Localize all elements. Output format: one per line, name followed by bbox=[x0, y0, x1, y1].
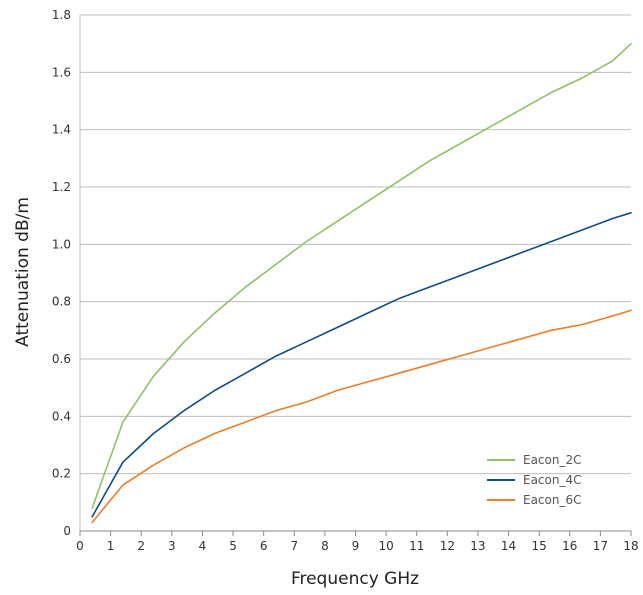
x-tick-label: 13 bbox=[470, 539, 485, 553]
x-tick-label: 7 bbox=[290, 539, 298, 553]
series-lines bbox=[91, 42, 632, 524]
x-tick-label: 11 bbox=[409, 539, 424, 553]
x-tick-label: 2 bbox=[137, 539, 145, 553]
y-axis-title: Attenuation dB/m bbox=[13, 197, 33, 347]
x-tick-label: 14 bbox=[501, 539, 516, 553]
x-tick-label: 9 bbox=[352, 539, 360, 553]
x-tick-label: 16 bbox=[562, 539, 577, 553]
legend: Eacon_2C Eacon_4C Eacon_6C bbox=[487, 453, 582, 507]
legend-label: Eacon_6C bbox=[523, 493, 582, 507]
x-tick-label: 0 bbox=[76, 539, 84, 553]
grid-lines bbox=[80, 14, 631, 475]
x-tick-label: 4 bbox=[199, 539, 207, 553]
series-line-eacon-2c bbox=[91, 42, 632, 509]
x-tick-label: 18 bbox=[623, 539, 638, 553]
y-tick-label: 0.2 bbox=[52, 467, 71, 481]
x-tick-label: 1 bbox=[107, 539, 115, 553]
y-tick-label: 0.8 bbox=[52, 295, 71, 309]
legend-label: Eacon_4C bbox=[523, 473, 582, 487]
x-tick-label: 15 bbox=[532, 539, 547, 553]
x-axis-title: Frequency GHz bbox=[291, 569, 419, 589]
y-tick-label: 1.6 bbox=[52, 65, 71, 79]
series-line-eacon-6c bbox=[91, 309, 632, 524]
y-tick-label: 1.8 bbox=[52, 8, 71, 22]
x-tick-label: 10 bbox=[378, 539, 393, 553]
y-tick-label: 0.6 bbox=[52, 352, 71, 366]
x-tick-label: 8 bbox=[321, 539, 329, 553]
axes: 00.20.40.60.81.01.21.41.61.80 1 2 3 4 5 6 7 8 9 10… bbox=[52, 8, 639, 553]
y-tick-label: 0 bbox=[63, 524, 71, 538]
series-line-eacon-4c bbox=[91, 212, 632, 518]
y-tick-label: 1.4 bbox=[52, 123, 71, 137]
x-tick-label: 6 bbox=[260, 539, 268, 553]
y-tick-label: 0.4 bbox=[52, 409, 71, 423]
x-tick-label: 12 bbox=[440, 539, 455, 553]
legend-label: Eacon_2C bbox=[523, 453, 582, 467]
x-tick-label: 17 bbox=[593, 539, 608, 553]
x-tick-label: 3 bbox=[168, 539, 176, 553]
y-tick-label: 1.2 bbox=[52, 180, 71, 194]
y-tick-label: 1.0 bbox=[52, 237, 71, 251]
x-tick-label: 5 bbox=[229, 539, 237, 553]
